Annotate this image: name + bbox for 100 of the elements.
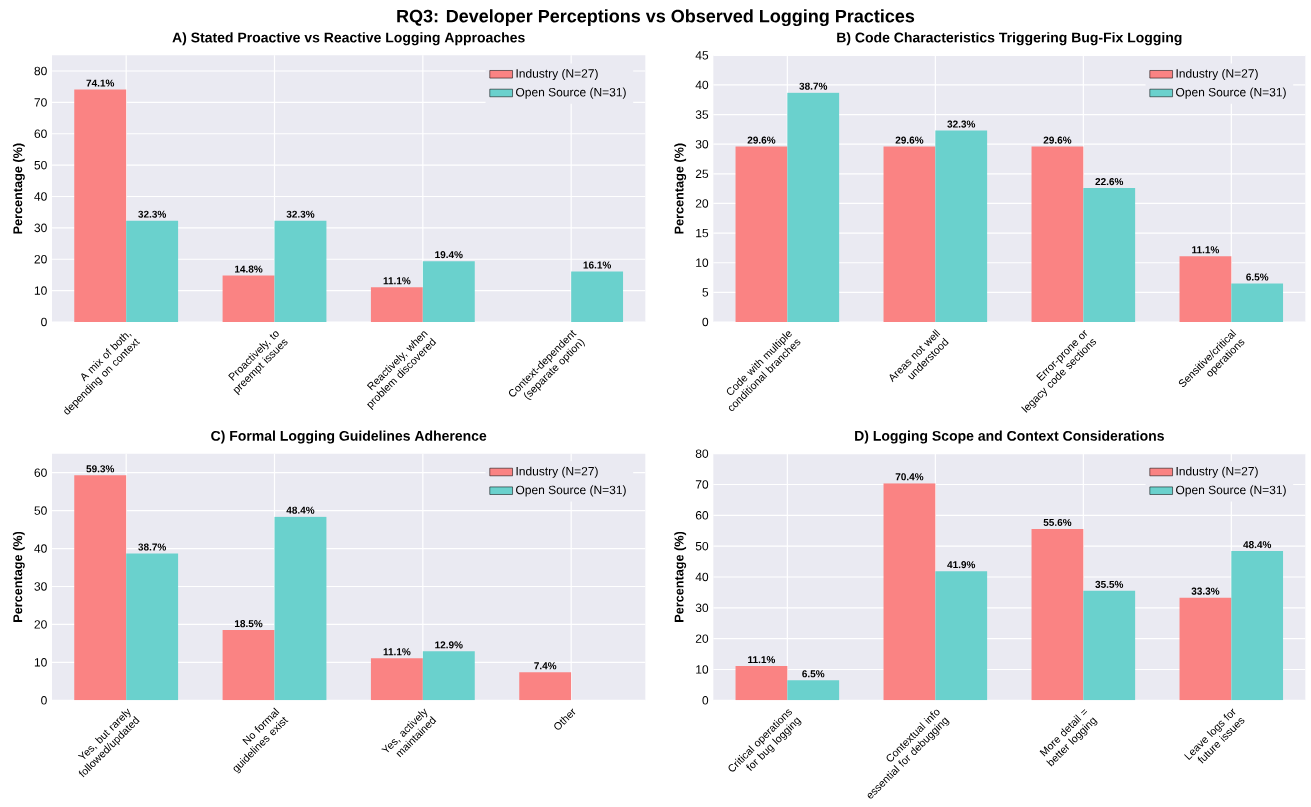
data-label: 32.3%	[286, 210, 315, 218]
bar	[1231, 283, 1284, 322]
data-label: 11.1%	[383, 648, 411, 656]
data-label: 19.4%	[435, 251, 463, 259]
y-tick-label: 25	[695, 169, 709, 179]
data-label: 32.3%	[947, 120, 976, 128]
y-tick-label: 30	[34, 582, 47, 591]
y-axis-title: Percentage (%)	[674, 143, 687, 234]
text: RQ3: Developer Perceptions vs Observed Logging Practices	[397, 9, 915, 27]
data-label: 6.5%	[1246, 273, 1269, 281]
bar	[1231, 551, 1284, 701]
data-label: 7.4%	[534, 662, 557, 670]
bar	[1083, 188, 1136, 322]
y-tick-label: 0	[702, 317, 709, 327]
y-tick-label: 80	[695, 449, 709, 458]
data-label: 16.1%	[583, 261, 612, 269]
bar	[935, 571, 988, 701]
y-axis-title: Percentage (%)	[674, 531, 687, 622]
bar	[1031, 146, 1084, 322]
data-label: 55.6%	[1043, 518, 1072, 526]
chart-title: C) Formal Logging Guidelines Adherence	[211, 430, 487, 444]
data-label: 70.4%	[895, 473, 924, 481]
bar	[222, 630, 275, 701]
y-tick-label: 60	[34, 468, 47, 477]
y-tick-label: 40	[695, 572, 709, 582]
y-tick-label: 20	[34, 620, 47, 629]
legend-label: Open Source (N=31)	[516, 485, 626, 497]
y-tick-label: 35	[695, 110, 709, 119]
data-label: 29.6%	[1043, 136, 1072, 144]
y-tick-label: 0	[41, 696, 47, 705]
data-label: 11.1%	[748, 656, 776, 664]
bar	[787, 92, 840, 322]
legend-label: Industry (N=27)	[1176, 68, 1258, 81]
y-tick-label: 45	[695, 51, 709, 60]
bar	[74, 475, 127, 701]
bar	[370, 658, 423, 701]
bar	[735, 146, 788, 322]
y-tick-label: 30	[695, 139, 709, 149]
data-label: 32.3%	[138, 210, 167, 218]
y-tick-label: 10	[696, 258, 709, 267]
y-tick-label: 10	[34, 658, 47, 667]
data-label: 59.3%	[86, 465, 115, 473]
y-tick-label: 50	[695, 541, 709, 551]
y-tick-label: 5	[702, 288, 709, 297]
y-tick-label: 50	[34, 160, 47, 170]
y-tick-label: 0	[41, 317, 47, 327]
y-tick-label: 20	[695, 199, 709, 208]
bar	[519, 672, 572, 701]
chart-title: D) Logging Scope and Context Considerations	[855, 430, 1164, 444]
bar	[787, 680, 840, 701]
bar	[935, 130, 988, 322]
y-tick-label: 20	[34, 254, 47, 264]
bar	[571, 271, 624, 322]
y-tick-label: 15	[696, 228, 709, 238]
data-label: 29.6%	[747, 136, 776, 144]
data-label: 48.4%	[286, 506, 315, 514]
y-tick-label: 50	[34, 506, 47, 515]
data-label: 38.7%	[799, 82, 828, 90]
y-tick-label: 40	[695, 80, 709, 90]
y-axis-title: Percentage (%)	[12, 531, 25, 622]
data-label: 11.1%	[1192, 246, 1220, 254]
y-tick-label: 60	[34, 129, 47, 139]
bar	[74, 89, 127, 322]
y-tick-label: 60	[695, 511, 709, 520]
data-label: 14.8%	[235, 265, 263, 273]
legend-label: Industry (N=27)	[516, 466, 598, 478]
bar	[1179, 256, 1232, 322]
data-label: 12.9%	[435, 641, 463, 649]
data-label: 18.5%	[235, 620, 263, 628]
bar	[1031, 528, 1084, 701]
bar	[274, 516, 327, 701]
legend-label: Industry (N=27)	[516, 68, 598, 81]
data-label: 11.1%	[383, 277, 411, 285]
data-label: 33.3%	[1191, 587, 1220, 595]
chart-title: B) Code Characteristics Triggering Bug-Fix Logging	[837, 32, 1182, 46]
chart-title: A) Stated Proactive vs Reactive Logging Approaches	[172, 32, 525, 46]
y-axis-title: Percentage (%)	[12, 143, 25, 234]
bar	[126, 220, 179, 322]
y-tick-label: 70	[34, 98, 47, 107]
legend-label: Industry (N=27)	[1176, 466, 1258, 478]
bar	[1179, 597, 1232, 701]
bar	[883, 483, 936, 701]
data-label: 48.4%	[1243, 541, 1272, 549]
y-tick-label: 30	[34, 223, 47, 233]
bar	[1083, 590, 1136, 701]
bar	[422, 261, 475, 322]
data-label: 29.6%	[895, 136, 924, 144]
bar	[422, 651, 475, 701]
data-label: 41.9%	[947, 561, 976, 569]
y-tick-label: 10	[34, 286, 47, 295]
y-tick-label: 30	[695, 603, 709, 613]
legend-label: Open Source (N=31)	[516, 87, 626, 99]
y-tick-label: 10	[696, 665, 709, 674]
bar	[126, 553, 179, 701]
bar	[222, 275, 275, 322]
y-tick-label: 80	[34, 66, 47, 76]
y-tick-label: 40	[34, 192, 47, 201]
bar	[370, 287, 423, 322]
data-label: 74.1%	[86, 79, 115, 87]
bar	[883, 146, 936, 322]
